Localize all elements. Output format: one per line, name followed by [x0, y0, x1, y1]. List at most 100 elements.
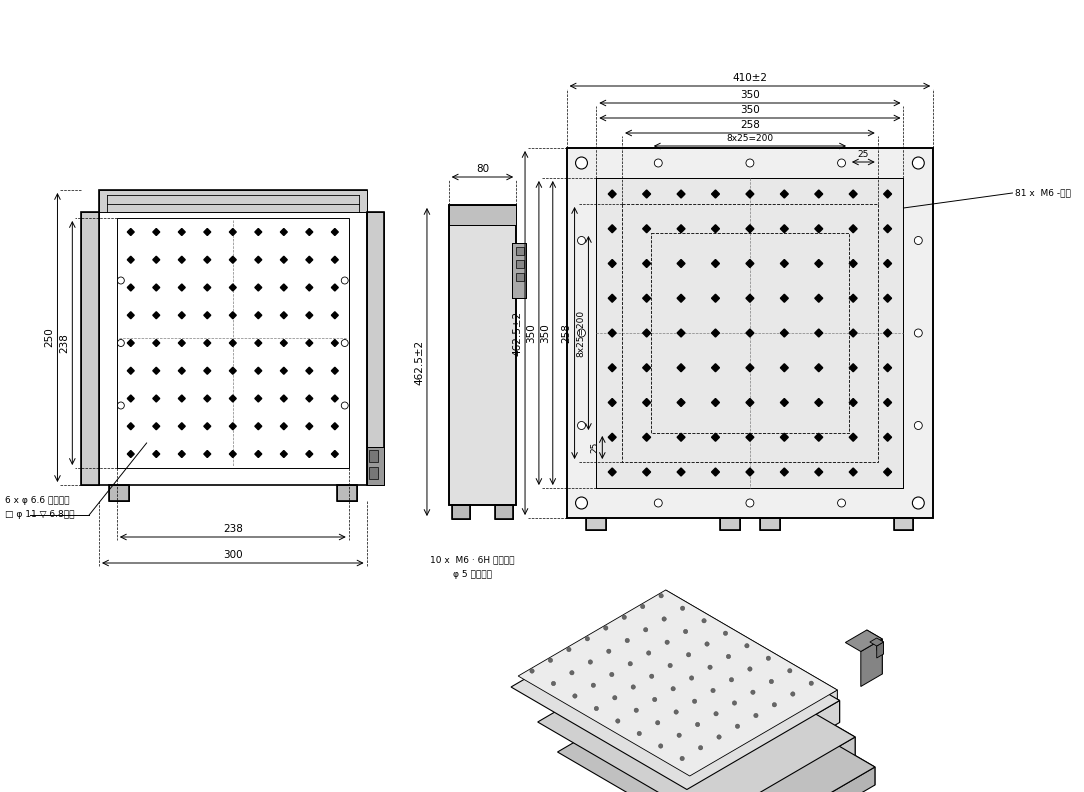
Polygon shape [849, 260, 857, 268]
Bar [109, 485, 129, 501]
Circle shape [696, 722, 700, 727]
Bar [452, 505, 469, 519]
Polygon shape [869, 638, 883, 646]
Polygon shape [281, 257, 287, 263]
Polygon shape [678, 225, 685, 233]
Circle shape [668, 664, 672, 668]
Polygon shape [643, 190, 650, 198]
Polygon shape [711, 190, 720, 198]
Polygon shape [746, 433, 753, 441]
Polygon shape [281, 340, 287, 347]
Polygon shape [608, 468, 616, 476]
Text: 25: 25 [591, 442, 599, 453]
Polygon shape [643, 295, 650, 303]
Polygon shape [849, 433, 857, 441]
Polygon shape [230, 257, 236, 263]
Circle shape [662, 617, 667, 621]
Circle shape [701, 619, 706, 623]
Polygon shape [127, 423, 134, 430]
Polygon shape [306, 367, 313, 375]
Circle shape [589, 660, 593, 664]
Polygon shape [178, 257, 185, 263]
Circle shape [594, 706, 598, 710]
Polygon shape [678, 260, 685, 268]
Polygon shape [153, 284, 159, 291]
Polygon shape [643, 433, 650, 441]
Bar [337, 485, 357, 501]
Text: 8x25=200: 8x25=200 [577, 310, 585, 356]
Polygon shape [643, 329, 650, 337]
Polygon shape [557, 667, 875, 792]
Bar [366, 447, 385, 485]
Polygon shape [332, 284, 338, 291]
Polygon shape [666, 590, 837, 700]
Polygon shape [178, 284, 185, 291]
Polygon shape [204, 229, 210, 235]
Polygon shape [711, 225, 720, 233]
Circle shape [689, 676, 694, 680]
Polygon shape [511, 598, 840, 790]
Polygon shape [204, 312, 210, 318]
Polygon shape [306, 423, 313, 430]
Bar [512, 243, 526, 298]
Text: 6 x φ 6.6 完全贯穿: 6 x φ 6.6 完全贯穿 [5, 496, 69, 505]
Polygon shape [306, 312, 313, 318]
Polygon shape [643, 468, 650, 476]
Text: □ φ 11 ▽ 6.8反向: □ φ 11 ▽ 6.8反向 [5, 510, 75, 519]
Polygon shape [255, 367, 261, 375]
Polygon shape [178, 312, 185, 318]
Circle shape [634, 708, 638, 713]
Polygon shape [608, 433, 616, 441]
Polygon shape [332, 423, 338, 430]
Circle shape [578, 421, 585, 429]
Circle shape [733, 701, 737, 705]
Circle shape [683, 630, 687, 634]
Text: 300: 300 [223, 550, 243, 560]
Polygon shape [746, 225, 753, 233]
Polygon shape [746, 468, 753, 476]
Polygon shape [815, 364, 823, 371]
Circle shape [549, 658, 553, 662]
Bar [449, 205, 516, 505]
Polygon shape [780, 468, 788, 476]
Polygon shape [780, 260, 788, 268]
Polygon shape [230, 451, 236, 458]
Text: 350: 350 [740, 90, 760, 100]
Circle shape [913, 497, 925, 509]
Polygon shape [255, 312, 261, 318]
Text: 250: 250 [44, 328, 54, 348]
Text: 350: 350 [526, 323, 535, 343]
Circle shape [530, 668, 534, 673]
Circle shape [570, 671, 575, 675]
Polygon shape [643, 364, 650, 371]
Bar [586, 518, 606, 530]
Circle shape [644, 627, 648, 632]
Text: 8x25=200: 8x25=200 [726, 134, 774, 143]
Circle shape [838, 159, 846, 167]
Circle shape [751, 690, 756, 695]
Polygon shape [815, 295, 823, 303]
Polygon shape [780, 295, 788, 303]
Circle shape [913, 157, 925, 169]
Bar [596, 178, 903, 488]
Text: 350: 350 [740, 105, 760, 115]
Polygon shape [746, 260, 753, 268]
Bar [369, 450, 378, 462]
Circle shape [772, 703, 776, 707]
Circle shape [717, 735, 721, 739]
Polygon shape [153, 395, 159, 402]
Circle shape [655, 159, 662, 167]
Circle shape [698, 745, 702, 750]
Polygon shape [255, 229, 261, 235]
Polygon shape [883, 433, 891, 441]
Polygon shape [127, 284, 134, 291]
Circle shape [607, 649, 611, 653]
Circle shape [637, 731, 642, 736]
Circle shape [653, 697, 657, 702]
Polygon shape [883, 468, 891, 476]
Polygon shape [255, 340, 261, 347]
Bar [369, 467, 378, 479]
Polygon shape [711, 364, 720, 371]
Circle shape [915, 421, 922, 429]
Bar [893, 518, 914, 530]
